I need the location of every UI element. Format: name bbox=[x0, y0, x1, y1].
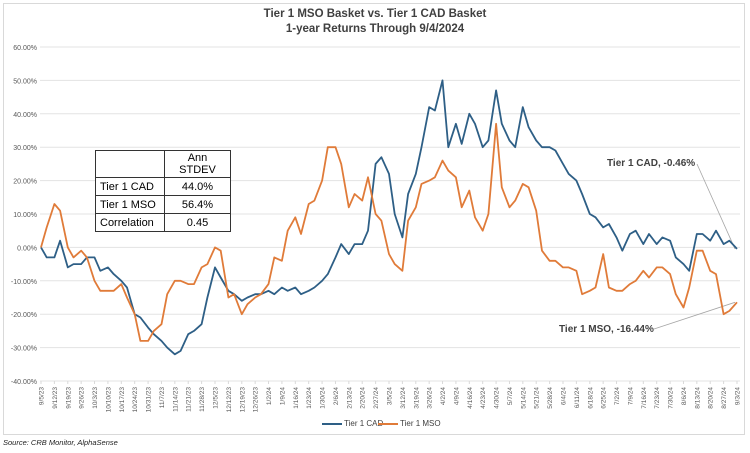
stats-value: 44.0% bbox=[164, 177, 231, 196]
x-tick-label: 1/23/24 bbox=[306, 387, 313, 409]
stats-label: Tier 1 MSO bbox=[95, 195, 165, 214]
annotation-leader-cad bbox=[696, 163, 736, 250]
x-tick-label: 5/28/24 bbox=[547, 387, 554, 409]
chart-subtitle: 1-year Returns Through 9/4/2024 bbox=[285, 23, 465, 35]
x-tick-label: 5/7/24 bbox=[507, 387, 514, 405]
x-tick-label: 3/19/24 bbox=[413, 387, 420, 409]
annotation-mso: Tier 1 MSO, -16.44% bbox=[559, 324, 654, 335]
x-tick-label: 7/2/24 bbox=[614, 387, 621, 405]
x-tick-label: 1/30/24 bbox=[320, 387, 327, 409]
x-tick-label: 8/6/24 bbox=[681, 387, 688, 405]
x-tick-label: 5/14/24 bbox=[520, 387, 527, 409]
stats-header: Ann STDEV bbox=[164, 150, 231, 178]
x-tick-label: 2/13/24 bbox=[346, 387, 353, 409]
x-tick-label: 1/9/24 bbox=[279, 387, 286, 405]
x-tick-label: 11/14/23 bbox=[172, 387, 179, 412]
x-tick-label: 9/5/23 bbox=[39, 387, 46, 405]
x-tick-label: 2/27/24 bbox=[373, 387, 380, 409]
x-tick-label: 8/20/24 bbox=[708, 387, 715, 409]
stats-label: Correlation bbox=[95, 213, 165, 232]
x-tick-label: 9/3/24 bbox=[735, 387, 742, 405]
chart-title: Tier 1 MSO Basket vs. Tier 1 CAD Basket bbox=[263, 8, 487, 20]
legend-swatch-mso bbox=[378, 422, 398, 425]
stats-header-blank bbox=[95, 150, 165, 178]
y-tick-label: 0.00% bbox=[17, 245, 37, 252]
legend-label: Tier 1 MSO bbox=[400, 419, 441, 428]
y-tick-label: 40.00% bbox=[13, 112, 37, 119]
y-tick-label: 20.00% bbox=[13, 179, 37, 186]
x-tick-label: 5/21/24 bbox=[534, 387, 541, 409]
x-tick-label: 10/24/23 bbox=[132, 387, 139, 413]
x-tick-label: 12/5/23 bbox=[213, 387, 220, 409]
x-tick-label: 1/2/24 bbox=[266, 387, 273, 405]
x-tick-label: 7/23/24 bbox=[654, 387, 661, 409]
x-tick-label: 4/30/24 bbox=[494, 387, 501, 409]
chart-frame bbox=[3, 3, 745, 435]
x-tick-label: 11/28/23 bbox=[199, 387, 206, 412]
x-tick-label: 11/21/23 bbox=[186, 387, 193, 412]
x-tick-label: 7/16/24 bbox=[641, 387, 648, 409]
x-tick-label: 9/26/23 bbox=[79, 387, 86, 409]
legend-swatch-cad bbox=[322, 422, 342, 425]
stats-value: 0.45 bbox=[164, 213, 231, 232]
series-line-tier-1-cad bbox=[40, 79, 738, 356]
stats-row: Tier 1 MSO 56.4% bbox=[95, 195, 231, 214]
stats-row: Tier 1 CAD 44.0% bbox=[95, 177, 231, 196]
x-tick-label: 12/19/23 bbox=[239, 387, 246, 413]
source-note: Source: CRB Monitor, AlphaSense bbox=[3, 438, 118, 447]
series-line-tier-1-mso bbox=[40, 122, 738, 342]
x-tick-label: 3/5/24 bbox=[387, 387, 394, 405]
y-tick-label: 10.00% bbox=[13, 212, 37, 219]
x-tick-label: 9/12/23 bbox=[52, 387, 59, 409]
x-tick-label: 3/26/24 bbox=[427, 387, 434, 409]
legend-label: Tier 1 CAD bbox=[344, 419, 384, 428]
x-tick-label: 11/7/23 bbox=[159, 387, 166, 409]
stats-label: Tier 1 CAD bbox=[95, 177, 165, 196]
x-tick-label: 7/9/24 bbox=[627, 387, 634, 405]
x-tick-label: 9/19/23 bbox=[65, 387, 72, 409]
legend-item-cad: Tier 1 CAD bbox=[322, 419, 383, 428]
y-tick-label: -10.00% bbox=[11, 279, 37, 286]
x-tick-label: 6/25/24 bbox=[601, 387, 608, 409]
x-tick-label: 1/16/24 bbox=[293, 387, 300, 409]
x-tick-label: 8/13/24 bbox=[694, 387, 701, 409]
stats-value: 56.4% bbox=[164, 195, 231, 214]
y-tick-label: 60.00% bbox=[13, 45, 37, 52]
x-tick-label: 4/16/24 bbox=[467, 387, 474, 409]
x-tick-label: 2/6/24 bbox=[333, 387, 340, 405]
stats-table: Ann STDEV Tier 1 CAD 44.0% Tier 1 MSO 56… bbox=[95, 150, 231, 232]
stats-header-row: Ann STDEV bbox=[95, 150, 231, 178]
x-tick-label: 10/3/23 bbox=[92, 387, 99, 409]
legend-item-mso: Tier 1 MSO bbox=[378, 419, 441, 428]
x-tick-label: 4/23/24 bbox=[480, 387, 487, 409]
x-tick-label: 4/9/24 bbox=[453, 387, 460, 405]
x-tick-label: 6/4/24 bbox=[561, 387, 568, 405]
x-tick-label: 6/18/24 bbox=[587, 387, 594, 409]
x-tick-label: 10/17/23 bbox=[119, 387, 126, 413]
x-tick-label: 12/26/23 bbox=[253, 387, 260, 413]
x-tick-label: 10/31/23 bbox=[146, 387, 153, 413]
y-tick-label: 30.00% bbox=[13, 145, 37, 152]
y-tick-label: -30.00% bbox=[11, 346, 37, 353]
x-tick-label: 12/12/23 bbox=[226, 387, 233, 413]
x-tick-label: 8/27/24 bbox=[721, 387, 728, 409]
x-tick-label: 2/20/24 bbox=[360, 387, 367, 409]
y-tick-label: -20.00% bbox=[11, 312, 37, 319]
x-tick-label: 10/10/23 bbox=[105, 387, 112, 413]
x-tick-label: 3/12/24 bbox=[400, 387, 407, 409]
x-tick-label: 7/30/24 bbox=[668, 387, 675, 409]
x-tick-label: 4/2/24 bbox=[440, 387, 447, 405]
y-tick-label: 50.00% bbox=[13, 78, 37, 85]
y-tick-label: -40.00% bbox=[11, 379, 37, 386]
stats-row: Correlation 0.45 bbox=[95, 213, 231, 232]
annotation-cad: Tier 1 CAD, -0.46% bbox=[607, 158, 696, 169]
x-tick-label: 6/11/24 bbox=[574, 387, 581, 409]
